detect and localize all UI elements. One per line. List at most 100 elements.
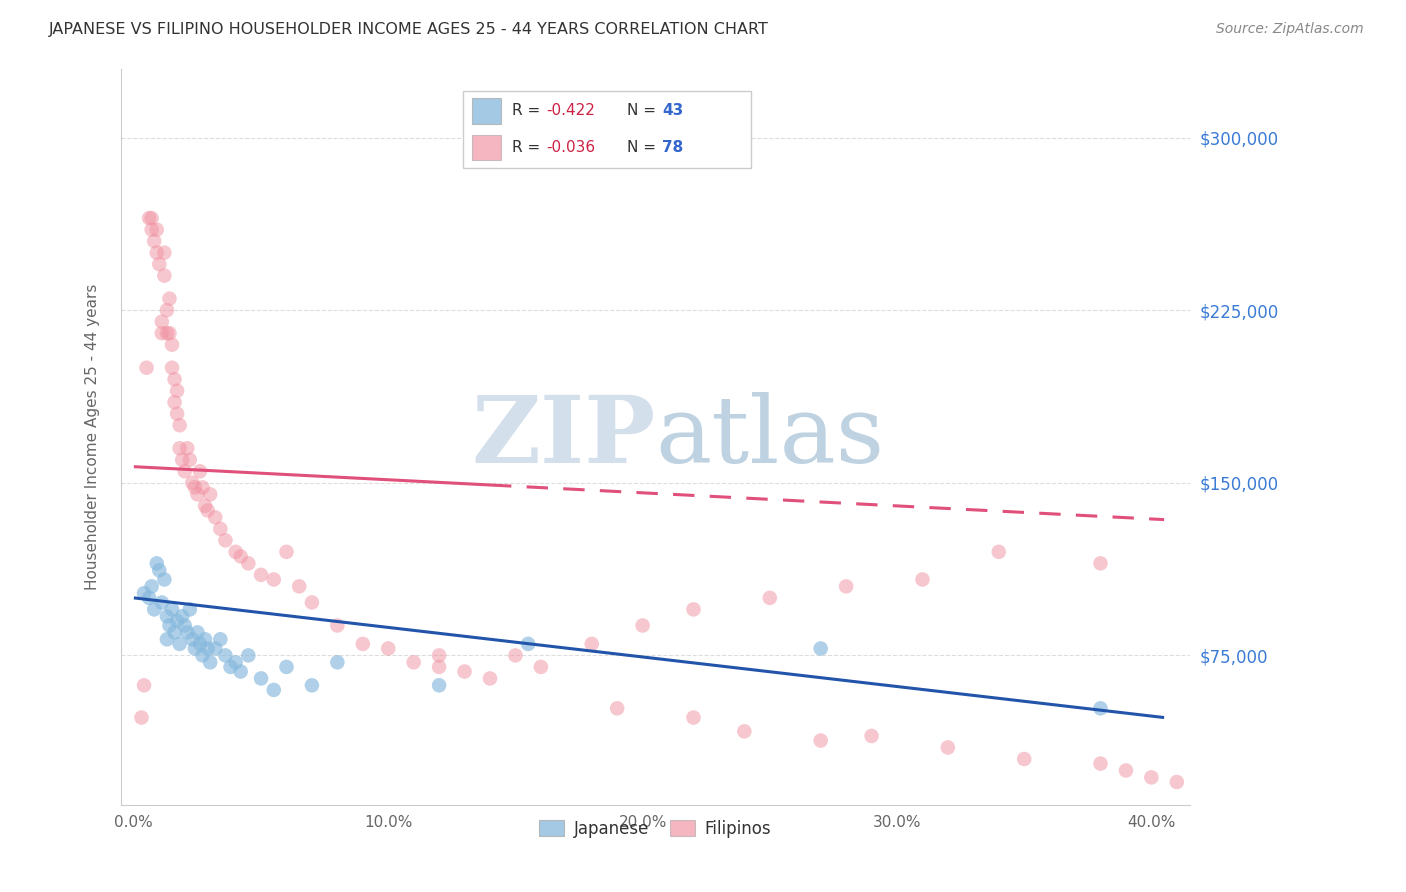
Point xyxy=(169,418,191,433)
Point xyxy=(326,618,349,632)
Point xyxy=(138,211,160,226)
Point xyxy=(263,573,285,587)
Point xyxy=(191,480,214,494)
Point xyxy=(810,733,832,747)
Point xyxy=(132,678,155,692)
Point xyxy=(150,326,173,341)
Text: ZIP: ZIP xyxy=(471,392,655,482)
Point xyxy=(530,660,553,674)
Point xyxy=(194,499,217,513)
Point xyxy=(759,591,782,605)
Point xyxy=(987,545,1010,559)
Point xyxy=(911,573,934,587)
Point xyxy=(159,618,181,632)
Point xyxy=(427,678,450,692)
Point xyxy=(860,729,883,743)
Point xyxy=(288,579,311,593)
Point xyxy=(1090,701,1112,715)
Point xyxy=(156,632,179,647)
Point xyxy=(176,442,198,456)
Point xyxy=(172,609,194,624)
Point xyxy=(150,315,173,329)
Point xyxy=(163,395,186,409)
Point xyxy=(197,503,219,517)
Point xyxy=(132,586,155,600)
Point xyxy=(188,637,211,651)
Point xyxy=(250,672,273,686)
Point xyxy=(209,522,232,536)
Point xyxy=(173,464,195,478)
Point xyxy=(1140,771,1163,785)
Point xyxy=(141,579,163,593)
Point xyxy=(301,678,323,692)
Point xyxy=(197,641,219,656)
Point xyxy=(194,632,217,647)
Point xyxy=(153,268,176,283)
Point xyxy=(179,602,201,616)
Text: atlas: atlas xyxy=(655,392,884,482)
Point xyxy=(148,563,170,577)
Point xyxy=(326,656,349,670)
Point xyxy=(263,682,285,697)
Point xyxy=(581,637,603,651)
Point xyxy=(631,618,654,632)
Point xyxy=(153,245,176,260)
Point xyxy=(1090,756,1112,771)
Point xyxy=(141,211,163,226)
Point xyxy=(135,360,157,375)
Point xyxy=(163,372,186,386)
Point xyxy=(148,257,170,271)
Point xyxy=(209,632,232,647)
Point xyxy=(191,648,214,663)
Point xyxy=(606,701,628,715)
Point xyxy=(238,557,260,571)
Point xyxy=(238,648,260,663)
Point xyxy=(225,656,247,670)
Point xyxy=(173,618,195,632)
Point xyxy=(181,632,204,647)
Point xyxy=(160,337,183,351)
Point xyxy=(276,660,298,674)
Legend: Japanese, Filipinos: Japanese, Filipinos xyxy=(533,814,778,845)
Point xyxy=(453,665,475,679)
Point xyxy=(181,475,204,490)
Point xyxy=(172,452,194,467)
Point xyxy=(505,648,527,663)
Point xyxy=(184,480,207,494)
Y-axis label: Householder Income Ages 25 - 44 years: Householder Income Ages 25 - 44 years xyxy=(86,284,100,590)
Point xyxy=(276,545,298,559)
Point xyxy=(159,326,181,341)
Point xyxy=(160,360,183,375)
Point xyxy=(250,567,273,582)
Point xyxy=(153,573,176,587)
Point xyxy=(166,384,188,398)
Point xyxy=(427,648,450,663)
Point xyxy=(169,442,191,456)
Point xyxy=(936,740,959,755)
Point xyxy=(169,637,191,651)
Point xyxy=(145,557,167,571)
Point xyxy=(733,724,755,739)
Point xyxy=(377,641,399,656)
Point xyxy=(1166,775,1188,789)
Point xyxy=(1090,557,1112,571)
Text: JAPANESE VS FILIPINO HOUSEHOLDER INCOME AGES 25 - 44 YEARS CORRELATION CHART: JAPANESE VS FILIPINO HOUSEHOLDER INCOME … xyxy=(49,22,769,37)
Point xyxy=(204,641,226,656)
Point xyxy=(160,602,183,616)
Point xyxy=(682,602,704,616)
Point xyxy=(141,222,163,236)
Point xyxy=(156,303,179,318)
Point xyxy=(214,648,236,663)
Point xyxy=(478,672,501,686)
Point xyxy=(835,579,858,593)
Point xyxy=(156,609,179,624)
Point xyxy=(131,710,153,724)
Point xyxy=(179,452,201,467)
Point xyxy=(1012,752,1035,766)
Point xyxy=(143,234,166,248)
Point xyxy=(402,656,425,670)
Point xyxy=(186,625,208,640)
Point xyxy=(188,464,211,478)
Point xyxy=(517,637,540,651)
Text: Source: ZipAtlas.com: Source: ZipAtlas.com xyxy=(1216,22,1364,37)
